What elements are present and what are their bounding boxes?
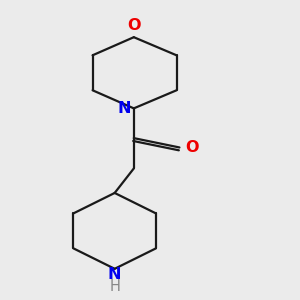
Text: N: N <box>108 267 122 282</box>
Text: N: N <box>117 101 131 116</box>
Text: O: O <box>127 18 141 33</box>
Text: O: O <box>185 140 199 155</box>
Text: H: H <box>109 279 120 294</box>
